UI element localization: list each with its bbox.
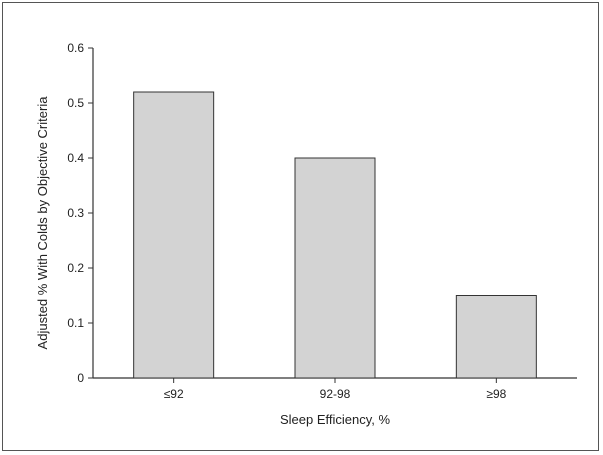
- y-tick-label: 0.6: [67, 41, 84, 55]
- x-tick-label: ≥98: [486, 387, 506, 401]
- y-tick-label: 0.1: [67, 316, 84, 330]
- y-tick-label: 0.3: [67, 206, 84, 220]
- x-axis-title: Sleep Efficiency, %: [280, 412, 391, 427]
- bar-3: [455, 295, 537, 379]
- x-tick-group: ≤92 92-98 ≥98: [164, 378, 507, 401]
- bar-1: [133, 91, 215, 379]
- bar-2: [294, 157, 376, 379]
- x-tick-label: ≤92: [164, 387, 184, 401]
- chart-frame: [2, 2, 599, 451]
- y-tick-label: 0.5: [67, 96, 84, 110]
- y-axis-title: Adjusted % With Colds by Objective Crite…: [35, 96, 50, 350]
- x-tick-label: 92-98: [320, 387, 351, 401]
- y-tick-label: 0.4: [67, 151, 84, 165]
- y-tick-group: 0 0.1 0.2 0.3 0.4 0.5 0.6: [67, 41, 93, 385]
- bar-group: [133, 91, 537, 379]
- y-tick-label: 0.2: [67, 261, 84, 275]
- y-tick-label: 0: [77, 371, 84, 385]
